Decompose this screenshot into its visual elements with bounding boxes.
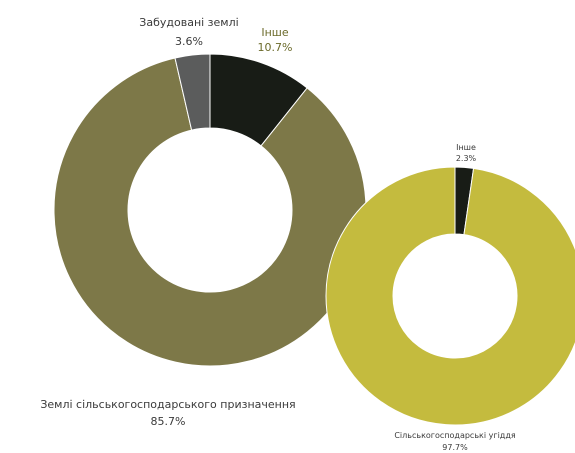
label-agricultural-lands: Сільськогосподарські угіддя 97.7% <box>394 431 516 452</box>
donut-hole-2 <box>393 234 517 358</box>
slice-label-other: Інше <box>261 26 289 39</box>
slice-label-built-up-land: Забудовані землі <box>139 16 238 29</box>
label-other: Інше 10.7% <box>258 26 293 54</box>
label-agricultural-purpose-land: Землі сільськогосподарського призначення… <box>40 398 295 428</box>
slice-value-other: 10.7% <box>258 41 293 54</box>
slice-value-built-up-land: 3.6% <box>175 35 203 48</box>
land-use-donut-chart <box>53 53 367 367</box>
slice-value-other-2: 2.3% <box>456 154 477 163</box>
slice-value-agricultural-lands: 97.7% <box>442 443 468 452</box>
slice-label-agricultural-purpose-land: Землі сільськогосподарського призначення <box>40 398 295 411</box>
label-built-up-land: Забудовані землі 3.6% <box>139 16 238 48</box>
donut-hole-1 <box>128 128 292 292</box>
slice-value-agricultural-purpose-land: 85.7% <box>151 415 186 428</box>
slice-label-other-2: Інше <box>456 143 476 152</box>
label-other-2: Інше 2.3% <box>456 143 477 163</box>
slice-label-agricultural-lands: Сільськогосподарські угіддя <box>394 431 516 440</box>
agricultural-land-donut-chart <box>325 166 575 426</box>
